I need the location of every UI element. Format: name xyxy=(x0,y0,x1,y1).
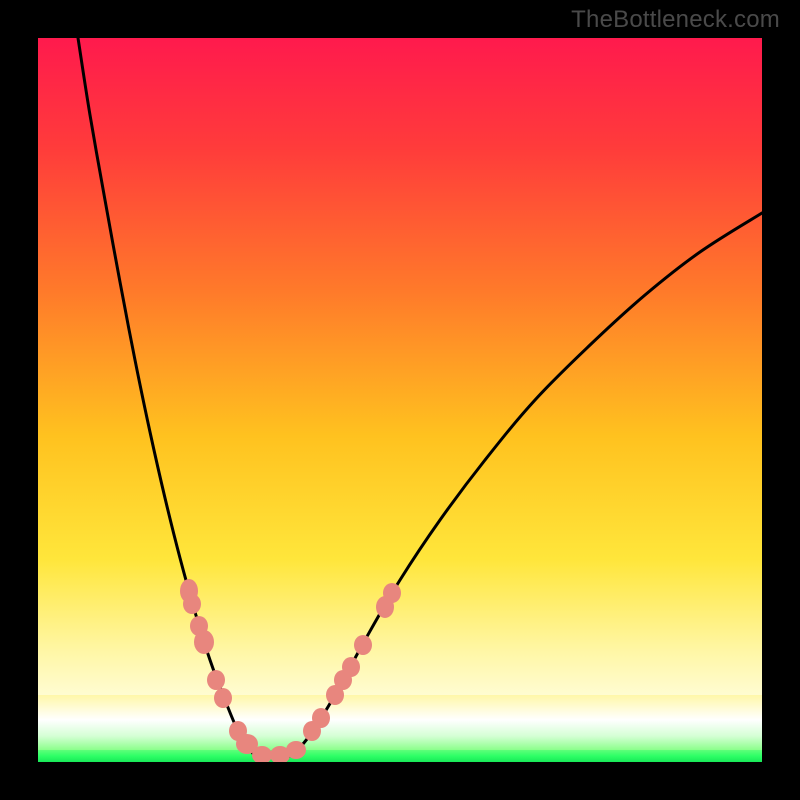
chart-stage: TheBottleneck.com xyxy=(0,0,800,800)
watermark-text: TheBottleneck.com xyxy=(571,6,780,34)
data-marker xyxy=(183,594,201,614)
data-marker xyxy=(383,583,401,603)
data-marker xyxy=(354,635,372,655)
data-marker xyxy=(214,688,232,708)
data-marker xyxy=(342,657,360,677)
data-marker xyxy=(252,746,272,764)
data-marker xyxy=(207,670,225,690)
curve-right-branch xyxy=(292,213,762,756)
curve-left-branch xyxy=(78,38,255,756)
data-marker xyxy=(286,741,306,759)
data-marker xyxy=(312,708,330,728)
curve-layer xyxy=(0,0,800,800)
data-marker xyxy=(194,630,214,654)
